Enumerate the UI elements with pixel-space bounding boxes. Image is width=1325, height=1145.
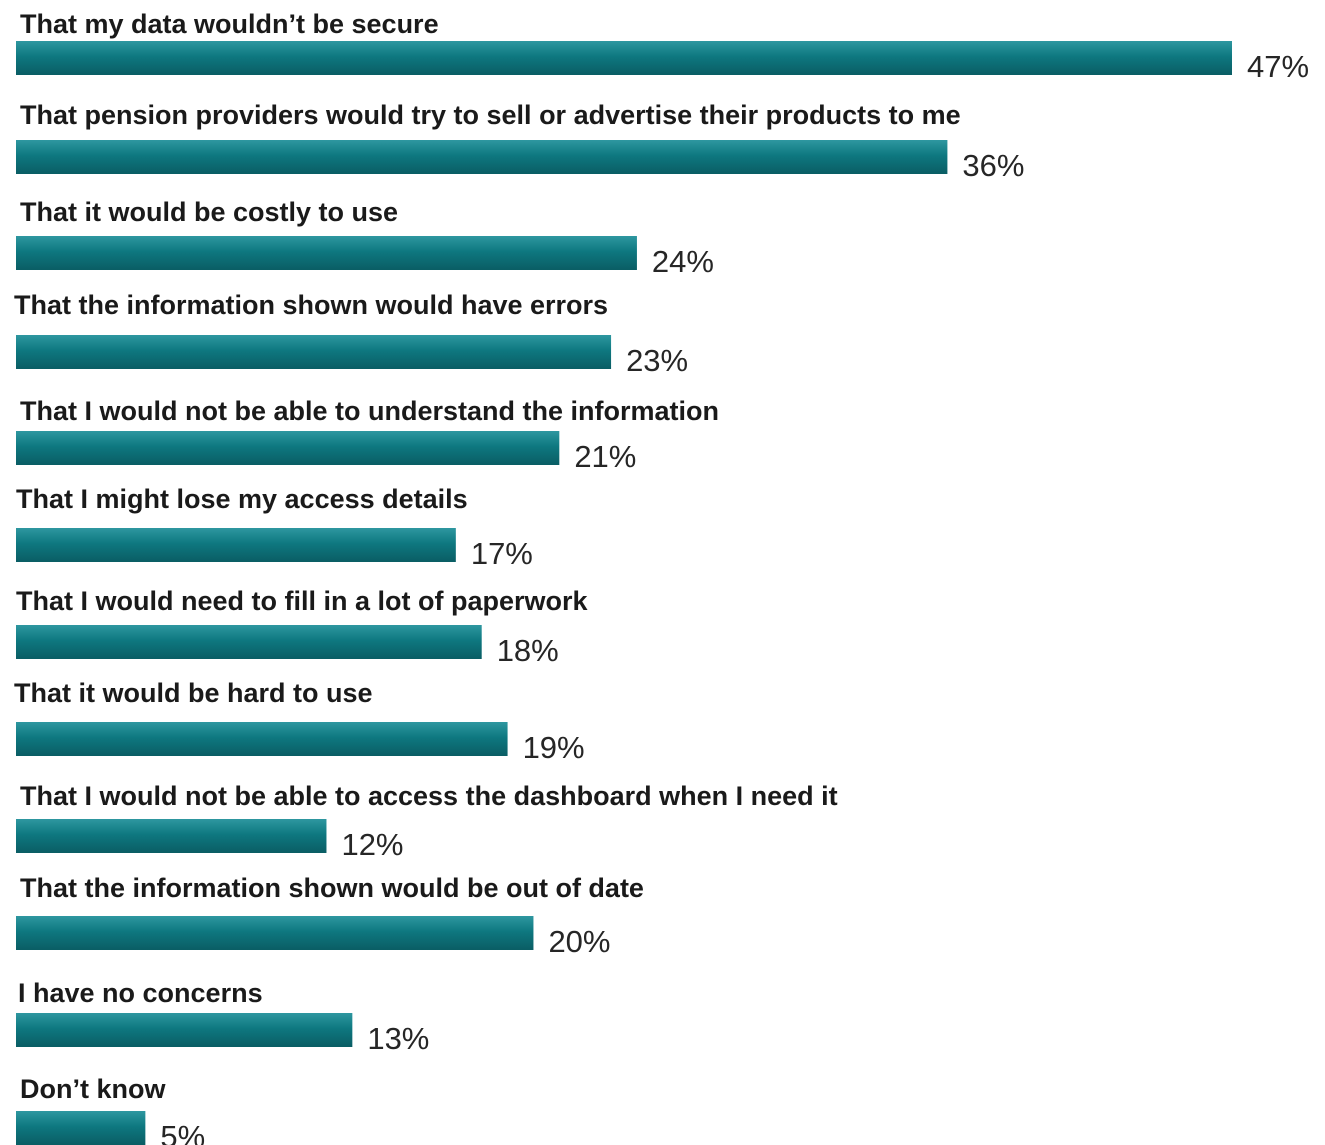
value-label: 5% bbox=[160, 1119, 205, 1145]
value-label: 18% bbox=[497, 633, 559, 668]
value-label: 17% bbox=[471, 536, 533, 571]
value-label: 13% bbox=[367, 1021, 429, 1056]
category-label: That I would not be able to understand t… bbox=[20, 396, 719, 426]
category-label: That the information shown would be out … bbox=[20, 873, 644, 903]
bar bbox=[16, 528, 456, 562]
bar bbox=[16, 41, 1232, 75]
value-label: 12% bbox=[341, 827, 403, 862]
bar bbox=[16, 335, 612, 369]
category-label: That it would be hard to use bbox=[14, 678, 373, 708]
value-label: 20% bbox=[548, 924, 610, 959]
bar bbox=[16, 1013, 353, 1047]
category-label: That my data wouldn’t be secure bbox=[20, 9, 439, 39]
bar bbox=[16, 819, 327, 853]
category-label: That I would need to fill in a lot of pa… bbox=[16, 586, 588, 616]
bar bbox=[16, 625, 482, 659]
bar bbox=[16, 916, 534, 950]
value-label: 19% bbox=[523, 730, 585, 765]
value-label: 36% bbox=[962, 148, 1024, 183]
category-label: I have no concerns bbox=[18, 978, 263, 1008]
value-label: 23% bbox=[626, 343, 688, 378]
value-label: 21% bbox=[574, 439, 636, 474]
category-label: That the information shown would have er… bbox=[14, 290, 608, 320]
category-label: That I might lose my access details bbox=[16, 484, 468, 514]
category-label: That it would be costly to use bbox=[20, 197, 398, 227]
category-label: That pension providers would try to sell… bbox=[20, 100, 961, 130]
bar bbox=[16, 1111, 146, 1145]
value-label: 24% bbox=[652, 244, 714, 279]
bar bbox=[16, 236, 637, 270]
value-label: 47% bbox=[1247, 49, 1309, 84]
category-label: That I would not be able to access the d… bbox=[20, 781, 838, 811]
bar bbox=[16, 722, 508, 756]
bar bbox=[16, 140, 948, 174]
chart-rows: That my data wouldn’t be secure 47% That p… bbox=[14, 9, 1309, 1145]
category-label: Don’t know bbox=[20, 1074, 166, 1104]
bar bbox=[16, 431, 560, 465]
